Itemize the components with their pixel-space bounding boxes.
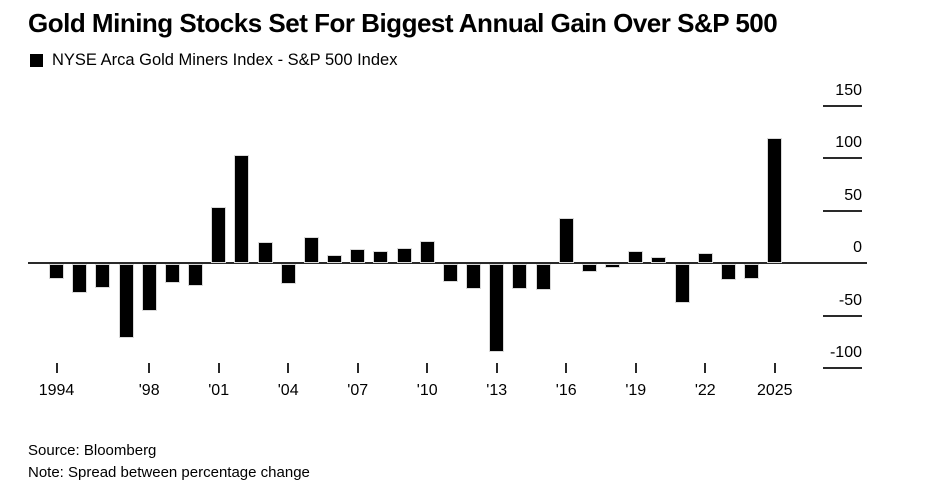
plot-area: 150 100 50 0 -50 -100 1994 '98 '01 '04 '07 '10 '13 '1…	[28, 81, 867, 399]
zero-axis-line	[28, 262, 867, 264]
bar-2018	[605, 264, 621, 269]
bar-2010	[419, 240, 435, 263]
y-axis-label--100: -100	[829, 344, 862, 361]
y-axis-tick--100	[823, 367, 862, 369]
bar-2007	[350, 249, 366, 263]
x-axis-tick-2022	[704, 363, 707, 373]
bar-2000	[188, 264, 204, 287]
bar-1994	[49, 264, 64, 279]
y-axis-tick-100	[823, 157, 862, 159]
y-axis-label-100: 100	[835, 134, 862, 151]
bar-2005	[303, 236, 319, 263]
bar-2016	[558, 217, 574, 263]
x-axis-tick-1994	[55, 363, 58, 373]
y-axis-label-0: 0	[853, 239, 862, 256]
y-axis-tick-0	[823, 262, 862, 264]
legend-swatch-icon	[30, 53, 43, 67]
bar-2012	[466, 264, 482, 290]
y-axis-tick-150	[823, 104, 862, 107]
x-axis-label-2025: 2025	[756, 382, 793, 399]
note-line: Note: Spread between percentage change	[28, 464, 310, 481]
y-axis-tick--50	[823, 314, 862, 317]
x-axis-tick-2001	[217, 363, 220, 373]
bar-2015	[535, 264, 551, 291]
bar-2004	[280, 264, 296, 284]
source-line: Source: Bloomberg	[28, 442, 157, 459]
x-axis-tick-2013	[495, 363, 498, 373]
bar-1998	[141, 264, 157, 312]
x-axis-label-2001: '01	[208, 382, 230, 399]
bar-2020	[651, 256, 667, 263]
x-axis-label-2022: '22	[694, 382, 716, 399]
y-axis-label-50: 50	[844, 186, 862, 204]
x-axis-tick-2010	[426, 363, 429, 373]
x-axis-tick-2004	[287, 363, 290, 373]
x-axis-label-2013: '13	[486, 382, 508, 399]
x-axis-label-2004: '04	[277, 382, 299, 399]
bar-2013	[489, 264, 505, 353]
bar-2023	[720, 264, 736, 280]
x-axis-label-2007: '07	[347, 382, 369, 399]
chart-footnotes: Source: Bloomberg Note: Spread between p…	[28, 440, 310, 484]
chart-legend: NYSE Arca Gold Miners Index - S&P 500 In…	[30, 51, 397, 69]
bar-1997	[118, 264, 134, 338]
x-axis-label-1998: '98	[138, 382, 160, 399]
bar-2017	[581, 264, 597, 273]
bar-2003	[257, 242, 273, 263]
bar-2019	[628, 251, 644, 263]
x-axis-tick-2025	[773, 363, 776, 373]
x-axis-tick-2016	[565, 363, 568, 373]
x-axis-label-2016: '16	[555, 382, 577, 399]
bar-1999	[164, 264, 180, 283]
y-axis-label--50: -50	[838, 291, 862, 309]
chart-title: Gold Mining Stocks Set For Biggest Annua…	[28, 8, 778, 38]
bar-2025	[767, 138, 783, 263]
bar-2009	[396, 248, 412, 263]
x-axis-tick-2007	[356, 363, 359, 373]
x-axis-label-2019: '19	[625, 382, 647, 399]
bar-1996	[95, 264, 111, 289]
bar-1995	[72, 264, 88, 294]
legend-label: NYSE Arca Gold Miners Index - S&P 500 In…	[52, 50, 398, 69]
bar-2006	[327, 254, 343, 263]
bar-2002	[234, 154, 250, 263]
x-axis-tick-1998	[148, 363, 151, 373]
bar-2022	[697, 252, 713, 263]
bar-2001	[211, 207, 227, 263]
y-axis-tick-50	[823, 209, 862, 212]
bar-2011	[442, 264, 458, 282]
bar-2021	[674, 264, 690, 303]
x-axis-tick-2019	[634, 363, 637, 373]
bar-2014	[512, 264, 528, 290]
y-axis-label-150: 150	[835, 81, 862, 99]
x-axis-label-1994: 1994	[38, 382, 75, 399]
bar-2008	[373, 251, 389, 263]
x-axis-label-2010: '10	[416, 382, 438, 399]
bar-2024	[744, 264, 760, 279]
